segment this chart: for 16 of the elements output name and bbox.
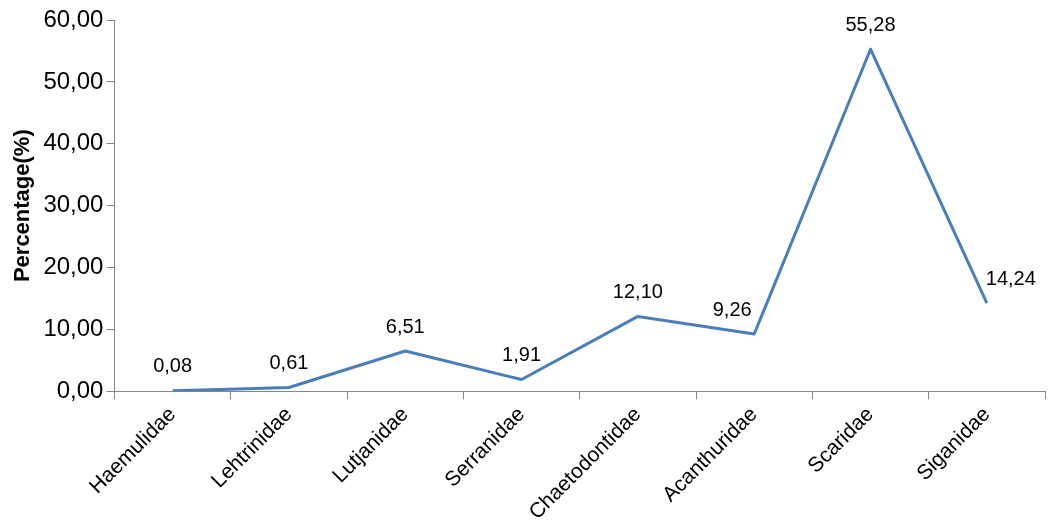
y-tick-label: 50,00: [43, 66, 104, 94]
data-label: 6,51: [385, 314, 425, 337]
data-label: 14,24: [985, 266, 1036, 289]
y-tick-label: 40,00: [43, 128, 104, 156]
data-label: 0,61: [269, 351, 309, 374]
data-label: 9,26: [712, 297, 752, 320]
y-tick-label: 10,00: [43, 314, 104, 342]
data-label: 12,10: [612, 279, 663, 302]
data-label: 0,08: [153, 354, 193, 377]
y-tick-label: 60,00: [43, 4, 104, 32]
y-tick-label: 30,00: [43, 190, 104, 218]
y-axis-title: Percentage(%): [9, 129, 35, 283]
y-tick-label: 20,00: [43, 252, 104, 280]
data-label: 1,91: [502, 343, 542, 366]
data-label: 55,28: [845, 12, 896, 35]
y-tick-label: 0,00: [56, 375, 104, 403]
